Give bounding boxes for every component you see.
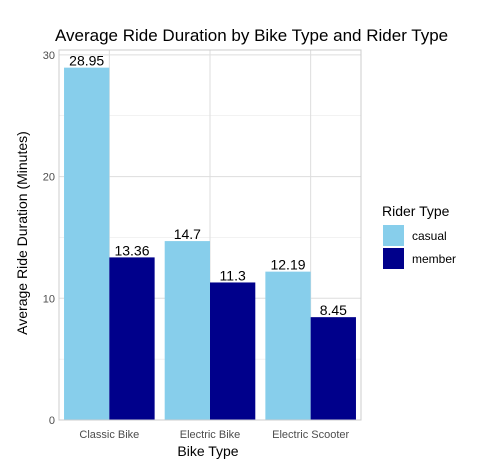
y-tick-label: 0 [49,415,55,427]
data-label: 12.19 [270,257,305,273]
data-label: 14.7 [174,226,201,242]
plot-panel: 28.95 13.36 14.7 11.3 12.19 8.45 [58,49,362,421]
legend-label: member [412,252,456,266]
data-labels: 28.95 13.36 14.7 11.3 12.19 8.45 [69,53,347,319]
bars [64,67,356,421]
legend-label: casual [412,229,447,243]
y-axis-ticks: 0 10 20 30 [43,50,55,427]
x-tick-label: Electric Bike [180,429,241,441]
legend-key-member [383,248,404,269]
y-axis-title: Average Ride Duration (Minutes) [14,131,30,335]
x-tick-label: Electric Scooter [272,429,349,441]
y-tick-label: 10 [43,293,55,305]
x-axis-title: Bike Type [177,443,238,459]
data-label: 11.3 [220,267,246,283]
x-tick-label: Classic Bike [79,429,139,441]
bar-casual [265,271,311,420]
data-label: 13.36 [114,242,149,258]
legend-items: casual member [383,225,456,269]
y-tick-label: 30 [43,50,55,62]
bar-casual [64,67,110,421]
x-axis-ticks: Classic Bike Electric Bike Electric Scoote… [79,429,349,441]
bar-casual [164,241,210,420]
y-tick-label: 20 [43,172,55,184]
bar-member [310,317,356,420]
data-label: 28.95 [69,53,104,69]
chart-title: Average Ride Duration by Bike Type and R… [55,26,448,45]
legend-title: Rider Type [382,203,450,219]
bar-member [210,282,256,420]
legend-key-casual [383,225,404,246]
legend: Rider Type casual member [382,203,456,269]
bar-member [109,257,155,420]
data-label: 8.45 [320,302,347,318]
panel-border [58,49,362,421]
